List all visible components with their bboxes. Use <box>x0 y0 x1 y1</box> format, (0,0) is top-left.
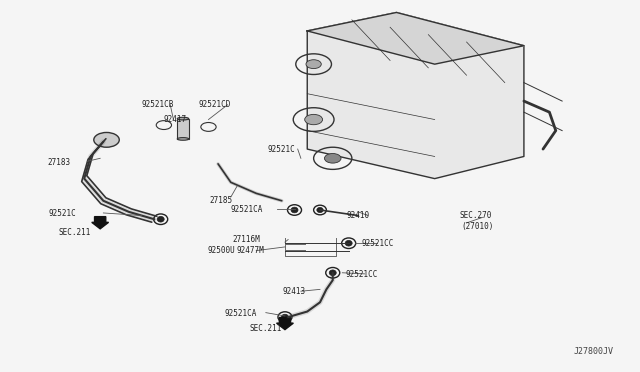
Circle shape <box>305 114 323 125</box>
FancyArrow shape <box>276 317 293 330</box>
Text: SEC.211: SEC.211 <box>250 324 282 333</box>
Ellipse shape <box>317 208 323 212</box>
Text: 27116M: 27116M <box>233 235 260 244</box>
FancyArrow shape <box>92 217 109 229</box>
Text: 92521C: 92521C <box>268 145 296 154</box>
Text: 92521CA: 92521CA <box>230 205 263 215</box>
Ellipse shape <box>329 270 336 276</box>
Text: 92521CC: 92521CC <box>361 239 394 248</box>
Ellipse shape <box>177 138 189 140</box>
Text: 92413: 92413 <box>283 287 306 296</box>
Text: 92521CD: 92521CD <box>198 100 231 109</box>
Circle shape <box>94 132 119 147</box>
Text: J27800JV: J27800JV <box>573 347 613 356</box>
Text: 92477M: 92477M <box>236 246 264 255</box>
Text: 92521CA: 92521CA <box>224 309 257 318</box>
Ellipse shape <box>282 314 289 320</box>
Text: SEC.211: SEC.211 <box>58 228 91 237</box>
Text: 92521C: 92521C <box>48 209 76 218</box>
Circle shape <box>324 154 341 163</box>
Ellipse shape <box>157 217 164 222</box>
Ellipse shape <box>177 117 189 120</box>
Text: SEC.270: SEC.270 <box>460 211 492 220</box>
Text: 92521CB: 92521CB <box>141 100 173 109</box>
Ellipse shape <box>345 240 352 246</box>
Text: 27185: 27185 <box>210 196 233 205</box>
Text: (27010): (27010) <box>462 222 494 231</box>
Circle shape <box>306 60 321 68</box>
Bar <box>177 119 189 139</box>
Text: 92521CC: 92521CC <box>345 270 378 279</box>
Text: 92417: 92417 <box>163 115 186 124</box>
Ellipse shape <box>291 207 298 213</box>
Text: 92500U: 92500U <box>207 246 235 255</box>
Polygon shape <box>307 13 524 64</box>
Text: 92410: 92410 <box>347 211 370 220</box>
Text: 27183: 27183 <box>47 157 70 167</box>
Polygon shape <box>307 13 524 179</box>
